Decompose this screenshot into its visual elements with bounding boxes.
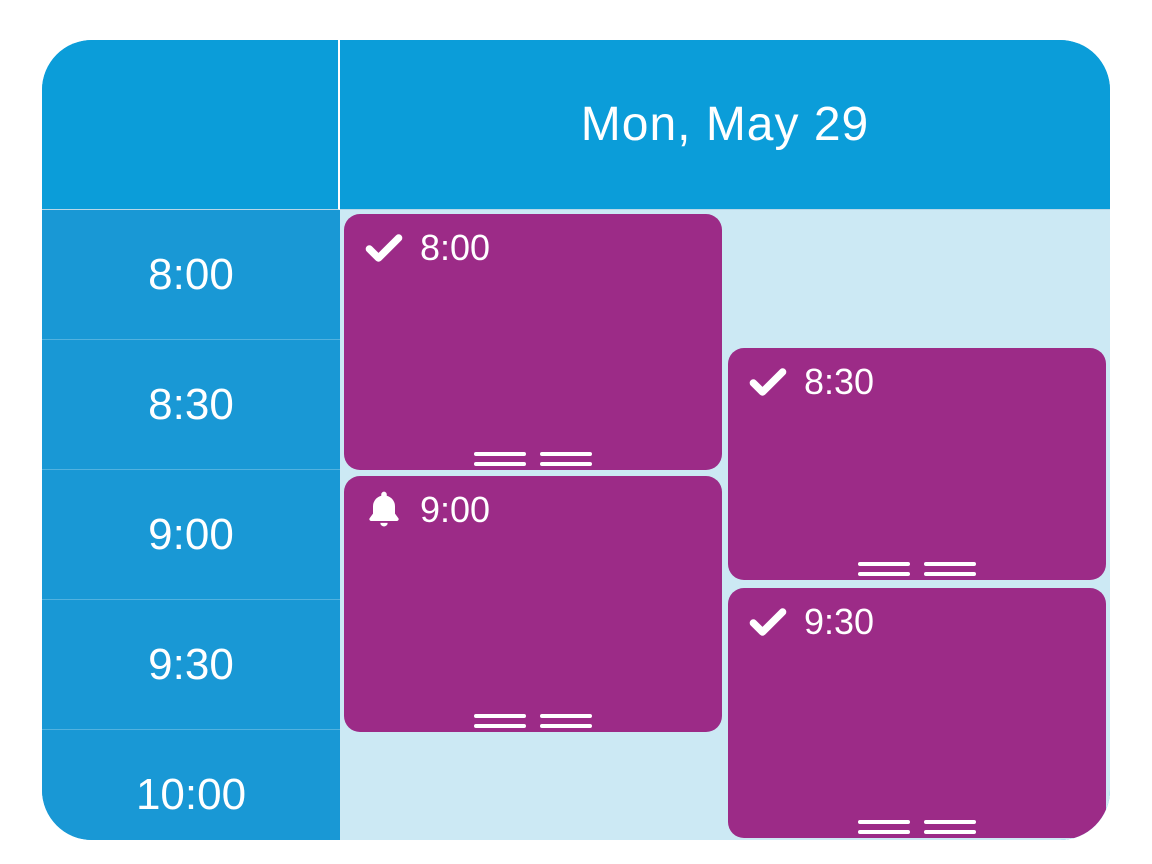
drag-handle-icon[interactable] (858, 820, 976, 830)
event-card[interactable]: 8:00 (344, 214, 722, 470)
date-header[interactable]: Mon, May 29 (340, 40, 1110, 210)
drag-handle-icon[interactable] (474, 714, 592, 724)
time-slot: 8:30 (42, 340, 340, 470)
calendar-body: 8:00 8:30 9:00 9:30 10:00 8:00 8:30 9:00 9:… (42, 210, 1110, 840)
event-header: 9:30 (746, 600, 1088, 644)
events-area[interactable]: 8:00 8:30 9:00 9:30 (340, 210, 1110, 840)
check-icon (746, 360, 790, 404)
time-label: 8:30 (148, 380, 234, 430)
event-time-label: 9:30 (804, 601, 874, 643)
time-label: 8:00 (148, 250, 234, 300)
check-icon (362, 226, 406, 270)
check-icon (746, 600, 790, 644)
event-header: 8:00 (362, 226, 704, 270)
time-slot: 9:30 (42, 600, 340, 730)
time-slot: 9:00 (42, 470, 340, 600)
drag-handle-icon[interactable] (858, 562, 976, 572)
event-time-label: 8:30 (804, 361, 874, 403)
event-header: 8:30 (746, 360, 1088, 404)
time-label: 9:00 (148, 510, 234, 560)
time-label: 9:30 (148, 640, 234, 690)
event-card[interactable]: 9:00 (344, 476, 722, 732)
date-label: Mon, May 29 (581, 97, 869, 152)
event-time-label: 8:00 (420, 227, 490, 269)
time-slot: 10:00 (42, 730, 340, 840)
bell-icon (362, 488, 406, 532)
calendar-container: Mon, May 29 8:00 8:30 9:00 9:30 10:00 8:… (42, 40, 1110, 840)
event-card[interactable]: 9:30 (728, 588, 1106, 838)
event-header: 9:00 (362, 488, 704, 532)
time-slot: 8:00 (42, 210, 340, 340)
time-column: 8:00 8:30 9:00 9:30 10:00 (42, 210, 340, 840)
calendar-header: Mon, May 29 (42, 40, 1110, 210)
time-label: 10:00 (136, 770, 246, 820)
header-spacer (42, 40, 340, 210)
event-time-label: 9:00 (420, 489, 490, 531)
drag-handle-icon[interactable] (474, 452, 592, 462)
event-card[interactable]: 8:30 (728, 348, 1106, 580)
